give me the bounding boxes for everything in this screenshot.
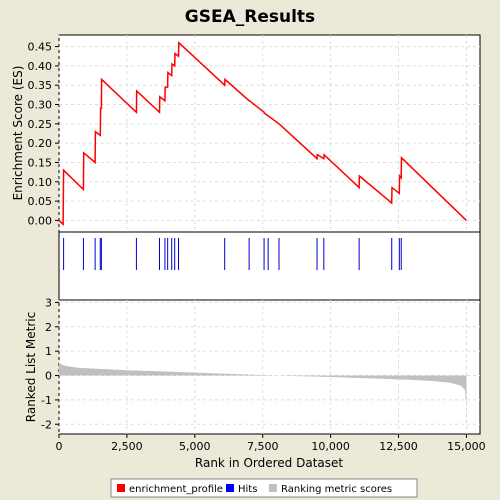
hits-panel <box>58 231 481 301</box>
metric-y-axis-label: Ranked List Metric <box>24 312 38 422</box>
hits-plot-area <box>58 231 481 301</box>
x-axis: 0 2,500 5,000 7,500 10,000 12,500 15,000 <box>56 434 486 453</box>
legend-box <box>110 478 418 498</box>
x-tick-label: 7,500 <box>247 440 279 453</box>
x-tick-label: 2,500 <box>111 440 143 453</box>
enrichment-y-tick-label: 0.35 <box>28 79 53 92</box>
legend: enrichment_profile Hits Ranking metric s… <box>110 478 418 498</box>
enrichment-y-tick-label: 0.20 <box>28 137 53 150</box>
enrichment-profile-line <box>58 41 467 227</box>
x-tick-label: 5,000 <box>179 440 211 453</box>
metric-y-tick-label: 3 <box>45 296 52 309</box>
x-tick-label: 12,500 <box>379 440 418 453</box>
enrichment-y-tick-label: 0.05 <box>28 195 53 208</box>
legend-label-hits: Hits <box>238 484 257 495</box>
enrichment-y-ticks: 0.00 0.05 0.10 0.15 0.20 0.25 0.30 0.35 0.40 0.45 <box>28 41 59 227</box>
metric-y-tick-label: -2 <box>41 418 52 431</box>
enrichment-y-tick-label: 0.40 <box>28 60 53 73</box>
x-tick-label: 10,000 <box>311 440 350 453</box>
legend-swatch-ranking <box>269 484 277 492</box>
legend-label-enrichment: enrichment_profile <box>129 484 223 495</box>
legend-swatch-hits <box>226 484 234 492</box>
ranking-metric-area <box>59 362 467 431</box>
enrichment-y-tick-label: 0.15 <box>28 156 53 169</box>
metric-y-tick-label: 2 <box>45 321 52 334</box>
hits-lines <box>63 238 402 270</box>
x-tick-label: 0 <box>56 440 63 453</box>
enrichment-y-axis-label: Enrichment Score (ES) <box>11 66 25 201</box>
metric-y-tick-label: 1 <box>45 345 52 358</box>
legend-label-ranking: Ranking metric scores <box>281 484 392 495</box>
enrichment-plot-area <box>58 34 481 233</box>
metric-y-ticks: -2 -1 0 1 2 3 <box>41 296 59 431</box>
enrichment-y-tick-label: 0.00 <box>28 214 53 227</box>
x-axis-label: Rank in Ordered Dataset <box>195 456 343 470</box>
legend-swatch-enrichment <box>117 484 125 492</box>
enrichment-y-tick-label: 0.30 <box>28 99 53 112</box>
x-tick-label: 15,000 <box>447 440 486 453</box>
metric-y-tick-label: 0 <box>45 370 52 383</box>
chart-title: GSEA_Results <box>185 7 315 27</box>
metric-panel: -2 -1 0 1 2 3 Ranked List Metric <box>24 296 481 435</box>
metric-y-tick-label: -1 <box>41 394 52 407</box>
enrichment-y-tick-label: 0.45 <box>28 41 53 54</box>
enrichment-y-tick-label: 0.25 <box>28 118 53 131</box>
enrichment-panel: 0.00 0.05 0.10 0.15 0.20 0.25 0.30 0.35 0.40 0.45… <box>11 34 481 233</box>
metric-plot-area <box>58 299 481 435</box>
enrichment-y-tick-label: 0.10 <box>28 176 53 189</box>
enrichment-grid <box>58 35 480 232</box>
